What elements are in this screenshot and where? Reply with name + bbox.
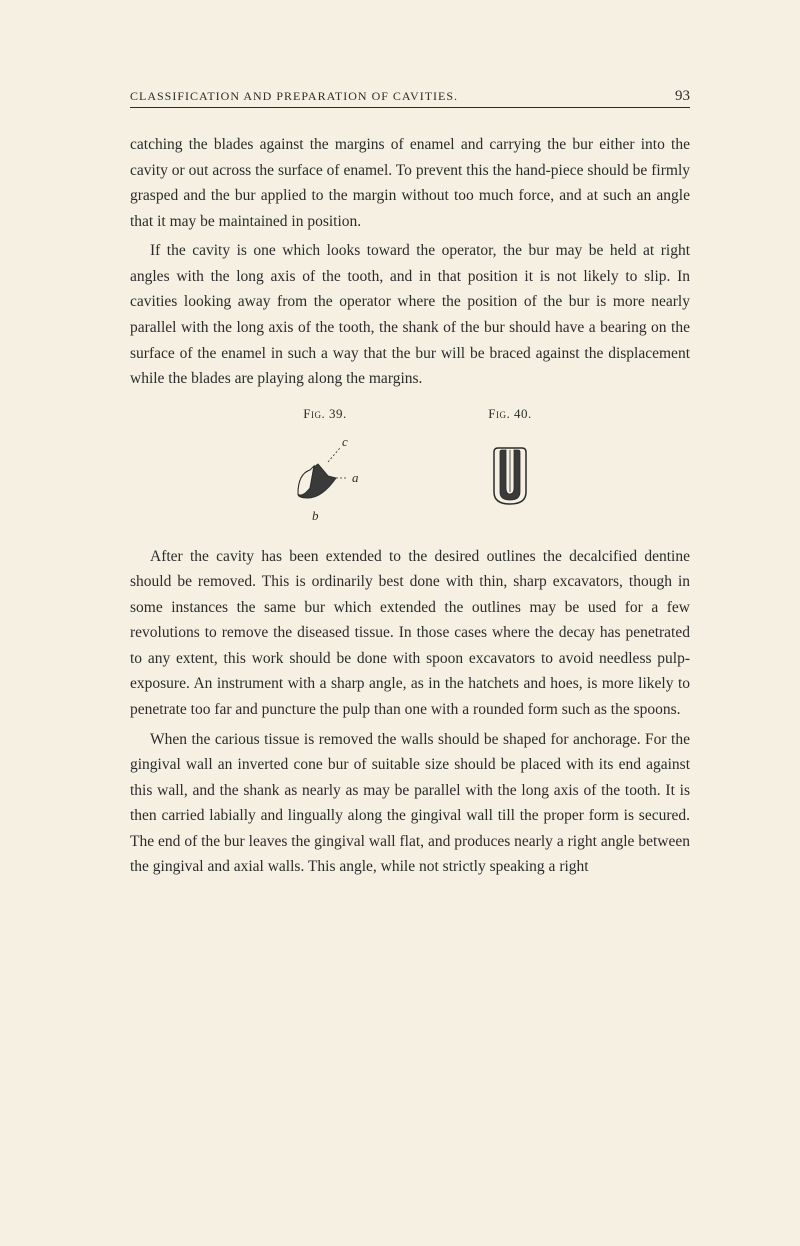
paragraph-3: After the cavity has been extended to th…	[130, 544, 690, 723]
paragraph-2: If the cavity is one which looks toward …	[130, 238, 690, 391]
figures-container: Fig. 39. c a b Fig. 40.	[130, 406, 690, 524]
figure-40-caption: Fig. 40.	[488, 406, 531, 422]
page-header: CLASSIFICATION AND PREPARATION OF CAVITI…	[130, 88, 690, 108]
figure-39-caption: Fig. 39.	[303, 406, 346, 422]
paragraph-4: When the carious tissue is removed the w…	[130, 727, 690, 880]
figure-40: Fig. 40.	[480, 406, 540, 524]
figure-39: Fig. 39. c a b	[280, 406, 370, 524]
fig39-label-b: b	[312, 508, 319, 523]
figure-39-icon: c a b	[280, 434, 370, 524]
figure-40-icon	[480, 434, 540, 524]
fig39-label-a: a	[352, 470, 359, 485]
page-number: 93	[675, 88, 690, 105]
paragraph-1: catching the blades against the margins …	[130, 132, 690, 234]
fig39-label-c: c	[342, 434, 348, 449]
header-title: CLASSIFICATION AND PREPARATION OF CAVITI…	[130, 89, 458, 104]
